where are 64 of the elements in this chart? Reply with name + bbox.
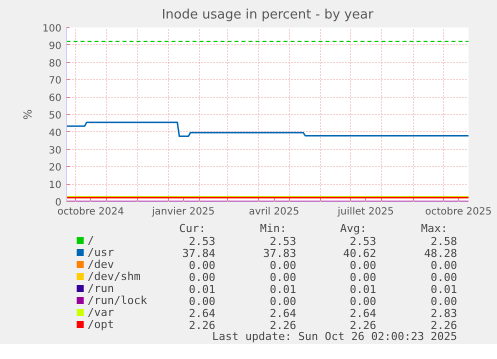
text: 2.83 (430, 307, 458, 320)
y-tick-label: 40 (48, 128, 62, 139)
legend-label: /run/lock (88, 294, 148, 307)
y-tick-label: 10 (48, 180, 62, 192)
text: Cur: (179, 222, 206, 235)
y-tick-label: 70 (48, 76, 62, 87)
y-tick-label: 60 (48, 93, 62, 104)
legend-label: /dev (88, 258, 114, 271)
text: 0.00 (430, 295, 458, 308)
legend-label: /dev/shm (88, 270, 141, 283)
text: 2.64 (350, 307, 377, 320)
x-tick-label: octobre 2024 (57, 206, 124, 218)
y-axis-title: % (21, 109, 34, 120)
text: 2.26 (270, 319, 296, 332)
text: 2.53 (188, 235, 216, 248)
y-tick-label: 30 (48, 145, 62, 156)
text: 48.28 (424, 247, 458, 260)
legend-label: / (88, 234, 94, 247)
text: 2.26 (430, 319, 458, 332)
x-tick-label: avril 2025 (248, 206, 300, 218)
text: 0.00 (270, 271, 296, 284)
text: 37.84 (182, 247, 216, 260)
y-tick-label: 50 (48, 110, 62, 122)
y-tick-label: 20 (48, 162, 62, 174)
text: 0.00 (270, 295, 296, 308)
text: 37.83 (263, 247, 296, 260)
text: 2.53 (270, 235, 296, 248)
x-tick-label: juillet 2025 (336, 206, 394, 218)
text: 0.00 (270, 259, 296, 272)
text: 2.53 (350, 235, 376, 248)
y-tick-label: 100 (42, 24, 62, 34)
text: Last update: Sun Oct 26 02:00:23 2025 (212, 330, 458, 343)
text: Min: (260, 222, 287, 235)
text: 2.26 (350, 319, 376, 332)
chart-title: Inode usage in percent - by year (162, 8, 374, 22)
y-tick-label: 0 (55, 198, 62, 208)
text: 0.00 (188, 259, 216, 272)
text: 0.00 (188, 271, 216, 284)
legend-label: /opt (88, 318, 114, 331)
text: 0.01 (270, 283, 296, 296)
text: 2.58 (430, 235, 458, 248)
text: 40.62 (343, 247, 376, 260)
text: 2.64 (188, 307, 216, 320)
text: 0.00 (350, 259, 376, 272)
y-tick-label: 80 (48, 58, 62, 70)
legend-label: /var (88, 306, 114, 319)
text: 0.00 (430, 259, 458, 272)
text: 0.00 (188, 295, 216, 308)
line-series (66, 122, 468, 137)
y-tick-label: 90 (48, 40, 62, 52)
text: 2.26 (188, 319, 216, 332)
legend-label: /run (88, 282, 114, 295)
text: 0.00 (350, 295, 376, 308)
text: 0.00 (430, 271, 458, 284)
text: 0.01 (350, 283, 376, 296)
x-tick-label: octobre 2025 (425, 206, 492, 218)
legend-label: /usr (88, 246, 114, 259)
text: 0.01 (430, 283, 458, 296)
text: 0.00 (350, 271, 376, 284)
text: 0.01 (188, 283, 216, 296)
text: Avg: (340, 222, 367, 235)
text: 2.64 (270, 307, 297, 320)
text: Max: (420, 222, 448, 235)
x-tick-label: janvier 2025 (150, 206, 215, 218)
